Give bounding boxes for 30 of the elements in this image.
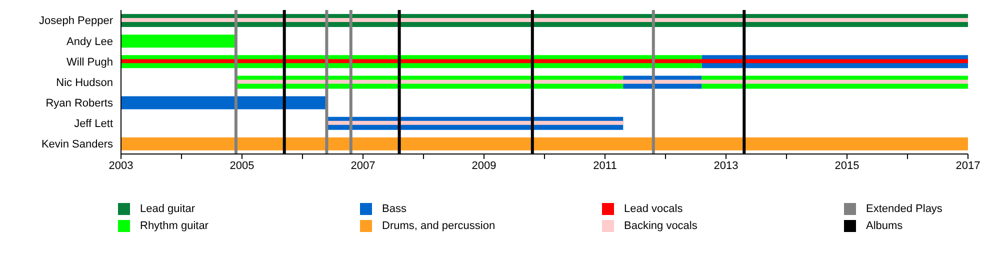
y-tick-label: Nic Hudson [56, 76, 113, 89]
bar [326, 120, 624, 125]
bar [121, 18, 968, 22]
bar [236, 80, 968, 84]
bar [121, 137, 968, 150]
x-tick-label: 2011 [593, 160, 617, 172]
x-tick-label: 2007 [350, 160, 376, 172]
x-tick-label: 2003 [108, 160, 134, 172]
y-tick-label: Andy Lee [66, 36, 113, 48]
legend-label: Extended Plays [866, 202, 942, 214]
bar [121, 59, 968, 64]
x-tick-label: 2005 [230, 160, 254, 172]
y-tick-label: Joseph Pepper [39, 15, 114, 28]
legend-label: Lead vocals [624, 202, 683, 214]
y-tick-label: Kevin Sanders [41, 138, 114, 151]
y-tick-label: Will Pugh [66, 56, 113, 68]
legend-label: Drums, and percussion [382, 220, 496, 232]
legend-label: Lead guitar [140, 202, 196, 214]
x-tick-label: 2009 [472, 160, 496, 172]
legend-label: Bass [382, 202, 406, 214]
y-tick-label: Ryan Roberts [46, 97, 114, 110]
bar [121, 96, 327, 110]
legend-label: Albums [866, 220, 903, 232]
bar [121, 34, 236, 48]
x-tick-label: 2013 [714, 160, 738, 172]
x-tick-label: 2017 [956, 160, 980, 172]
y-tick-label: Jeff Lett [74, 118, 113, 130]
legend-label: Backing vocals [624, 220, 698, 232]
x-tick-label: 2015 [834, 160, 860, 172]
legend-label: Rhythm guitar [140, 220, 208, 232]
